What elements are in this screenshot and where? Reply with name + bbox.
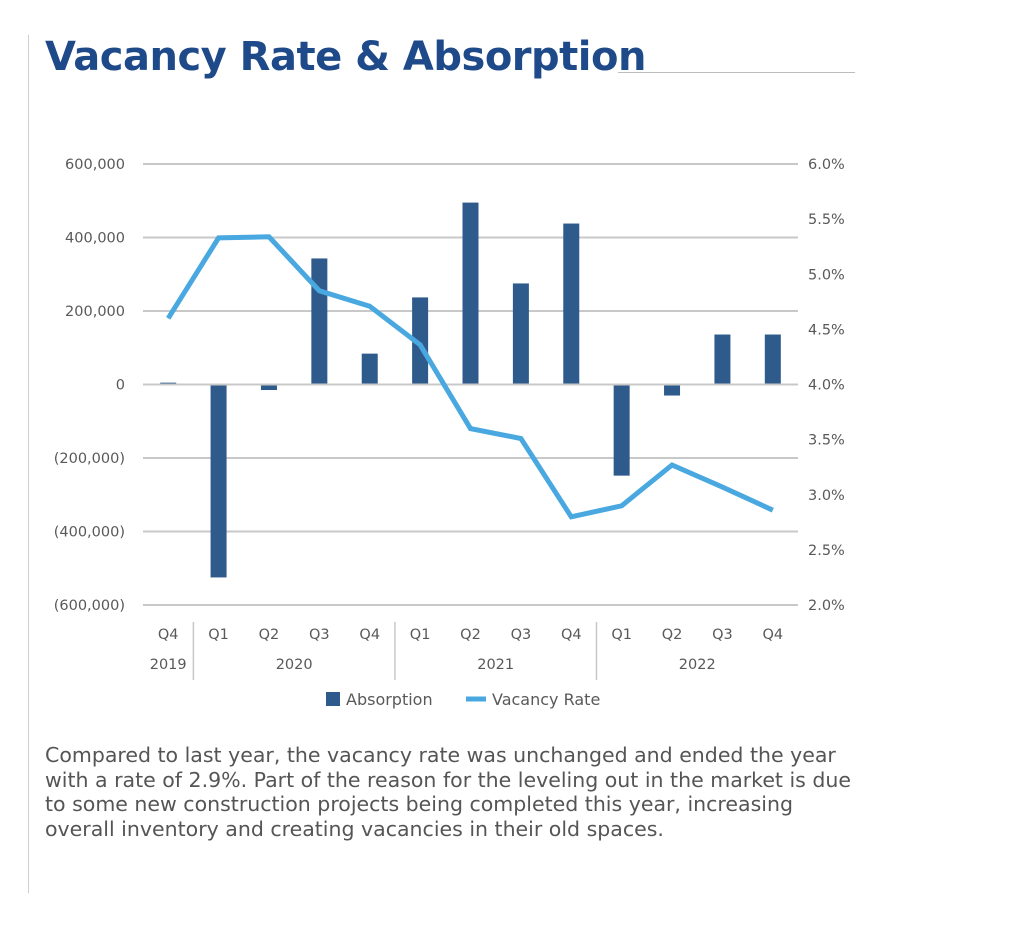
bar-absorption xyxy=(714,334,731,385)
x-axis-tick: Q3 xyxy=(712,627,733,643)
right-axis-tick: 2.5% xyxy=(808,543,845,559)
bar-absorption xyxy=(613,384,630,476)
right-axis-tick: 6.0% xyxy=(808,157,845,173)
x-axis-year-label: 2021 xyxy=(477,657,514,673)
x-axis-tick: Q1 xyxy=(410,627,431,643)
left-axis-tick: (400,000) xyxy=(54,525,125,541)
legend-label-absorption: Absorption xyxy=(346,690,433,709)
bar-absorption xyxy=(311,258,328,385)
bar-absorption xyxy=(412,297,429,385)
left-axis-tick: 0 xyxy=(116,378,125,394)
left-axis-tick: 400,000 xyxy=(65,231,125,247)
bar-absorption xyxy=(563,223,580,385)
bar-absorption xyxy=(764,334,781,385)
left-axis-tick: 600,000 xyxy=(65,157,125,173)
bar-absorption xyxy=(210,384,227,578)
x-axis-tick: Q4 xyxy=(359,627,380,643)
right-axis-tick: 4.5% xyxy=(808,322,845,338)
x-axis-tick: Q2 xyxy=(460,627,481,643)
bar-absorption xyxy=(664,384,681,396)
right-axis-tick: 5.0% xyxy=(808,267,845,283)
right-axis-tick: 4.0% xyxy=(808,378,845,394)
x-axis-year-label: 2019 xyxy=(150,657,187,673)
legend: Absorption Vacancy Rate xyxy=(326,690,600,709)
x-axis-tick: Q3 xyxy=(511,627,532,643)
right-axis-tick: 2.0% xyxy=(808,598,845,614)
x-axis-tick: Q1 xyxy=(611,627,632,643)
legend-label-vacancy-rate: Vacancy Rate xyxy=(492,690,600,709)
bar-absorption xyxy=(361,353,378,385)
left-axis-tick: (200,000) xyxy=(54,451,125,467)
x-axis-tick: Q4 xyxy=(158,627,179,643)
bar-absorption xyxy=(462,202,479,385)
legend-swatch-absorption xyxy=(326,692,340,706)
x-axis-tick: Q3 xyxy=(309,627,330,643)
left-border xyxy=(28,35,29,893)
right-axis-tick: 3.5% xyxy=(808,433,845,449)
chart: 600,000 400,000 200,000 0 (200,000) (400,000)… xyxy=(54,157,845,709)
chart-title: Vacancy Rate & Absorption xyxy=(45,34,646,80)
left-axis-tick: 200,000 xyxy=(65,304,125,320)
x-axis-tick: Q2 xyxy=(662,627,683,643)
x-axis-year-label: 2022 xyxy=(679,657,716,673)
x-axis-year-label: 2020 xyxy=(276,657,313,673)
title-rule xyxy=(618,72,855,73)
x-axis-tick: Q4 xyxy=(762,627,783,643)
x-axis-tick: Q2 xyxy=(259,627,280,643)
right-axis-tick: 5.5% xyxy=(808,212,845,228)
x-axis-tick: Q1 xyxy=(208,627,229,643)
left-axis-tick: (600,000) xyxy=(54,598,125,614)
right-axis-tick: 3.0% xyxy=(808,488,845,504)
x-axis-tick: Q4 xyxy=(561,627,582,643)
description-text: Compared to last year, the vacancy rate … xyxy=(45,743,851,841)
bar-absorption xyxy=(512,283,529,385)
bar-absorption xyxy=(260,384,277,391)
